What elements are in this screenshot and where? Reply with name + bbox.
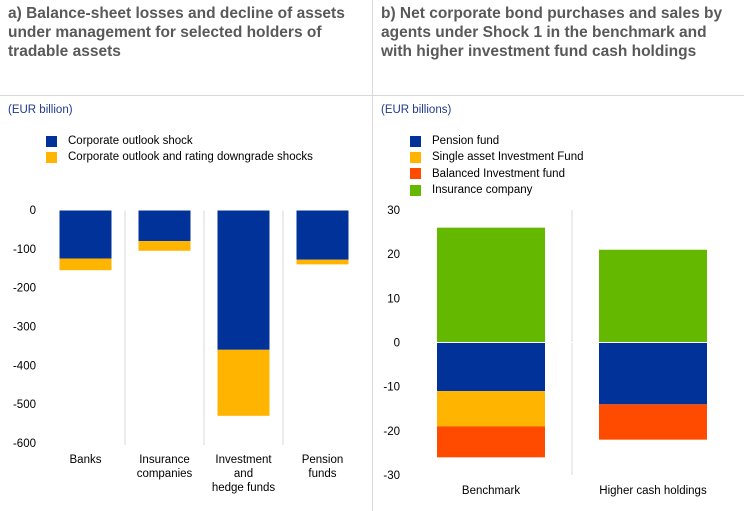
panel-b-title-rule [373,95,744,96]
panel-a-bar-segment [217,210,270,350]
panel-b-y-tick-label: -30 [383,470,400,482]
panel-b-legend-label: Pension fund [432,135,500,148]
panel-a-bar-segment [59,258,112,271]
panel-a-y-tick-label: -500 [13,399,36,411]
panel-b-legend-item: Single asset Investment Fund [410,149,584,165]
panel-a: a) Balance-sheet losses and decline of a… [0,5,372,494]
panel-b-legend-item: Insurance company [410,182,584,198]
panel-b-legend-label: Balanced Investment fund [432,167,565,180]
panel-a-chart: 0 -100 -200 -300 -400 -500 -600 Banks Insurance c… [12,205,349,494]
panel-a-category-label: Investment [215,454,272,466]
panel-a-y-tick-label: -600 [13,438,36,450]
panel-a-category-label: and [234,468,253,480]
panel-a-legend-swatch [46,135,57,147]
panel-a-legend-item: Corporate outlook and rating downgrade s… [46,149,313,165]
panel-a-bar-segment [296,259,349,265]
panel-b-bar-segment [437,426,545,458]
panel-b-bar-segment [599,249,707,343]
panel-a-bar-segment [59,210,112,259]
panel-b-y-tick-label: 0 [394,338,400,350]
panel-b-category-label: Benchmark [462,485,520,497]
panel-b-chart: 30 20 10 0 -10 -20 -30 Benchmark Higher cash hol… [383,205,734,497]
panel-a-legend-swatch [46,151,57,163]
panel-b-y-tick-label: -20 [383,426,400,438]
panel-b-legend-swatch [410,184,421,196]
panel-a-bar-segment [138,210,191,242]
panel-a-category-label: companies [137,468,193,480]
panel-b-y-tick-label: 30 [387,205,400,217]
panel-a-title-rule [0,95,372,96]
panel-b-legend-swatch [410,168,421,180]
panel-a-title: a) Balance-sheet losses and decline of a… [8,5,345,60]
panel-b-legend-item: Pension fund [410,133,584,149]
panel-b-category-label: Higher cash holdings [599,485,707,497]
panel-a-legend-label: Corporate outlook and rating downgrade s… [68,151,313,164]
panel-b-bar-segment [599,342,707,405]
panel-b-y-tick-label: 10 [387,293,400,305]
panel-a-bar-segment [217,349,270,416]
panel-b-legend-swatch [410,135,421,147]
panel-a-y-tick-label: -300 [13,322,36,334]
panel-a-y-tick-label: 0 [30,205,36,217]
panel-b-legend-label: Single asset Investment Fund [432,151,584,164]
panel-b: b) Net corporate bond purchases and sale… [373,0,744,511]
panel-a-legend-label: Corporate outlook shock [68,135,193,148]
panel-b-unit-label: (EUR billions) [381,104,452,116]
panel-b-bar-segment [437,227,545,343]
panel-divider [372,0,373,511]
panel-a-unit-label: (EUR billion) [8,104,73,116]
panel-a-category-label: hedge funds [212,482,276,494]
panel-a-category-label: Pension [302,454,344,466]
panel-a-category-label: Banks [70,454,102,466]
panel-a-bar-segment [296,210,349,260]
panel-b-bar-segment [599,404,707,440]
panel-a-category-label: funds [308,468,336,480]
panel-b-title: b) Net corporate bond purchases and sale… [381,5,723,60]
panel-a-y-tick-label: -200 [13,283,36,295]
panel-b-bar-segment [437,391,545,427]
panel-a-y-tick-label: -100 [13,244,36,256]
panel-b-y-tick-label: -10 [383,382,400,394]
panel-b-y-tick-label: 20 [387,249,400,261]
panel-b-legend-swatch [410,151,421,163]
panel-b-legend-label: Insurance company [432,184,533,197]
panel-a-category-label: Insurance [139,454,190,466]
panel-a-y-tick-label: -400 [13,360,36,372]
panel-a-legend: Corporate outlook shock Corporate outlook… [46,133,313,166]
panel-b-legend-item: Balanced Investment fund [410,166,584,182]
panel-b-bar-segment [437,342,545,392]
panel-b-legend: Pension fund Single asset Investment Fund… [410,133,584,198]
panel-a-legend-item: Corporate outlook shock [46,133,313,149]
panel-a-bar-segment [138,241,191,251]
